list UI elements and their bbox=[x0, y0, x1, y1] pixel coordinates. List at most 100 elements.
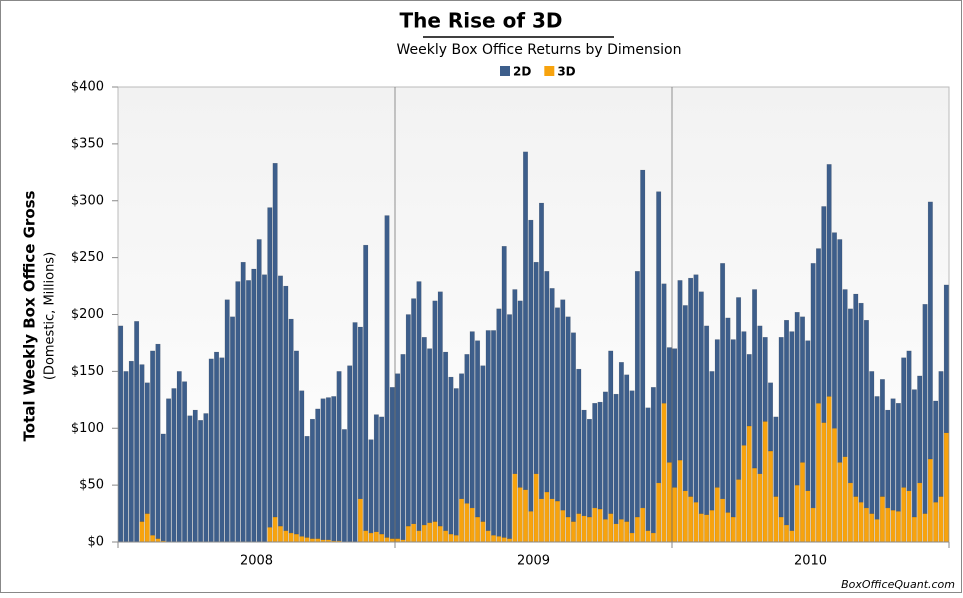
bar-segment bbox=[746, 425, 752, 543]
bar-segment bbox=[768, 382, 774, 452]
bar-segment bbox=[847, 308, 853, 484]
bar-segment bbox=[933, 400, 939, 503]
bar-segment bbox=[714, 339, 720, 488]
bar-segment bbox=[272, 163, 278, 518]
bar-segment bbox=[885, 409, 891, 509]
bar-segment bbox=[464, 354, 470, 504]
bar-segment bbox=[698, 513, 704, 543]
bar-segment bbox=[853, 293, 859, 497]
bar-segment bbox=[293, 350, 299, 535]
bar-segment bbox=[837, 239, 843, 463]
bar-segment bbox=[139, 521, 145, 543]
bar-segment bbox=[938, 371, 944, 497]
bar-segment bbox=[698, 291, 704, 514]
bar-segment bbox=[501, 246, 507, 538]
bar-segment bbox=[304, 436, 310, 538]
legend-label: 3D bbox=[557, 65, 575, 79]
bar-segment bbox=[379, 416, 385, 535]
bar-segment bbox=[608, 350, 614, 514]
bar-segment bbox=[288, 532, 294, 543]
bar-segment bbox=[570, 521, 576, 543]
bar-segment bbox=[437, 291, 443, 527]
bar-segment bbox=[395, 373, 401, 539]
bar-segment bbox=[645, 530, 651, 543]
bar-segment bbox=[672, 487, 678, 543]
bar-segment bbox=[203, 413, 209, 543]
bar-segment bbox=[219, 357, 225, 543]
bar-segment bbox=[858, 302, 864, 503]
bar-segment bbox=[299, 390, 305, 537]
y-tick-label: $400 bbox=[71, 80, 104, 95]
bar-segment bbox=[895, 511, 901, 543]
bar-segment bbox=[693, 501, 699, 543]
bar-segment bbox=[448, 376, 454, 535]
bar-segment bbox=[821, 206, 827, 423]
bar-segment bbox=[267, 527, 273, 543]
bar-segment bbox=[320, 398, 326, 540]
bar-segment bbox=[778, 337, 784, 518]
bar-segment bbox=[331, 396, 337, 542]
bar-segment bbox=[677, 280, 683, 461]
bar-segment bbox=[938, 496, 944, 543]
bar-segment bbox=[171, 388, 177, 543]
bar-segment bbox=[677, 459, 683, 543]
bar-segment bbox=[752, 467, 758, 543]
bar-segment bbox=[352, 322, 358, 543]
bar-segment bbox=[693, 274, 699, 503]
y-tick-label: $300 bbox=[71, 193, 104, 208]
bar-segment bbox=[794, 312, 800, 486]
bar-segment bbox=[246, 280, 251, 543]
bar-segment bbox=[427, 348, 433, 523]
bar-segment bbox=[624, 374, 630, 522]
bar-segment bbox=[688, 277, 694, 497]
bar-segment bbox=[757, 473, 763, 543]
bar-segment bbox=[933, 501, 939, 543]
bar-segment bbox=[709, 509, 715, 543]
bar-segment bbox=[922, 513, 928, 543]
bar-segment bbox=[826, 164, 832, 397]
y-axis-label: Total Weekly Box Office Gross bbox=[21, 190, 39, 441]
bar-segment bbox=[262, 274, 267, 543]
bar-segment bbox=[842, 456, 848, 543]
bar-segment bbox=[911, 516, 917, 543]
bar-segment bbox=[816, 248, 821, 404]
bar-segment bbox=[315, 538, 321, 543]
bar-segment bbox=[533, 261, 539, 474]
bar-segment bbox=[613, 393, 619, 525]
bar-segment bbox=[278, 275, 283, 527]
bar-segment bbox=[629, 390, 635, 534]
bar-segment bbox=[517, 487, 523, 543]
bar-segment bbox=[214, 351, 220, 543]
bar-segment bbox=[411, 298, 417, 525]
bar-segment bbox=[773, 416, 779, 497]
bar-segment bbox=[251, 268, 257, 543]
bar-segment bbox=[874, 396, 880, 520]
bar-segment bbox=[528, 219, 534, 512]
x-group-label: 2008 bbox=[240, 554, 273, 569]
bar-segment bbox=[650, 532, 656, 543]
bar-segment bbox=[341, 429, 347, 543]
bar-segment bbox=[368, 532, 374, 543]
bar-segment bbox=[901, 487, 907, 543]
bar-segment bbox=[283, 530, 289, 543]
bar-segment bbox=[581, 409, 587, 517]
bar-segment bbox=[618, 519, 624, 543]
bar-segment bbox=[885, 507, 891, 543]
bar-segment bbox=[469, 507, 475, 543]
bar-segment bbox=[240, 261, 246, 543]
bar-segment bbox=[661, 283, 667, 404]
bar-segment bbox=[528, 511, 534, 543]
bar-segment bbox=[725, 512, 731, 543]
bar-segment bbox=[453, 534, 459, 543]
bar-segment bbox=[666, 347, 672, 463]
bar-segment bbox=[927, 201, 933, 460]
bar-segment bbox=[943, 284, 949, 433]
bar-segment bbox=[762, 421, 768, 543]
y-tick-label: $100 bbox=[71, 421, 104, 436]
bar-segment bbox=[389, 538, 395, 543]
bar-segment bbox=[911, 389, 917, 518]
bar-segment bbox=[752, 289, 758, 469]
bar-segment bbox=[539, 498, 544, 543]
bar-segment bbox=[224, 299, 230, 543]
bar-segment bbox=[363, 530, 369, 543]
